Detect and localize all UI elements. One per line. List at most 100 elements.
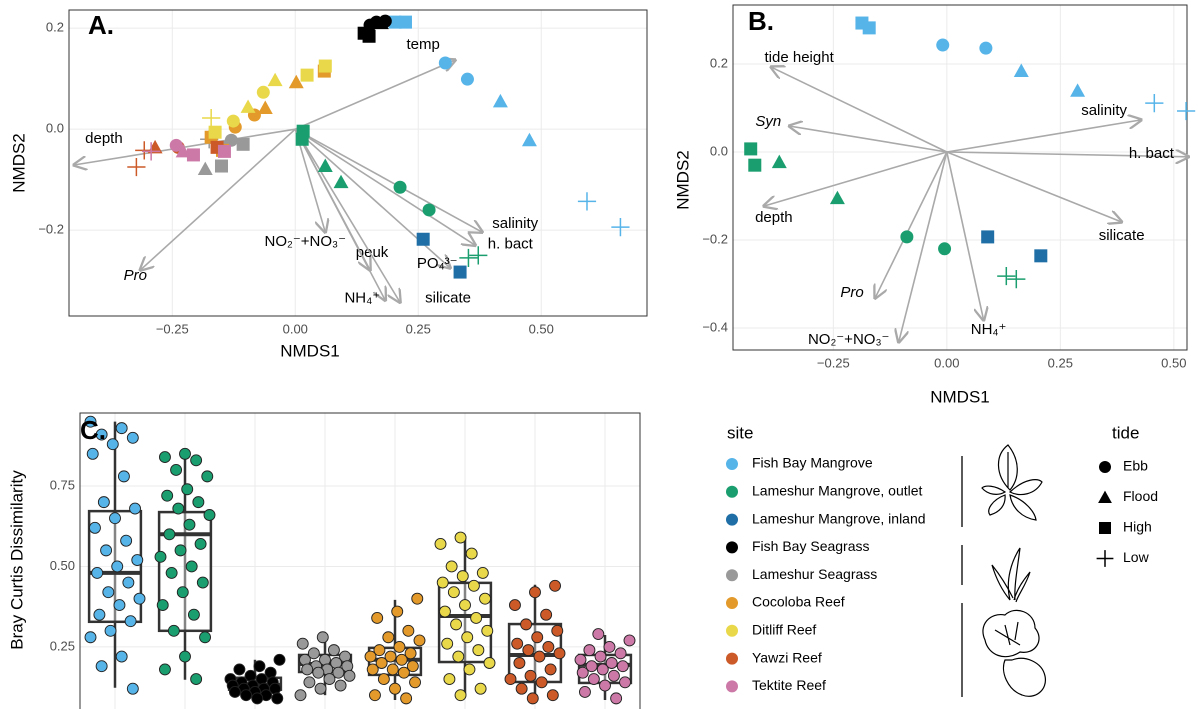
point bbox=[522, 133, 537, 146]
point bbox=[417, 233, 430, 246]
point bbox=[530, 587, 541, 598]
point bbox=[180, 651, 191, 662]
figure: −0.250.000.250.500.20.0−0.2NMDS1NMDS2tem… bbox=[0, 0, 1198, 709]
point bbox=[462, 632, 473, 643]
point bbox=[459, 249, 477, 267]
point bbox=[394, 181, 407, 194]
vector-arrow bbox=[295, 129, 400, 302]
vector-label: silicate bbox=[1099, 227, 1145, 244]
vector-label: silicate bbox=[425, 289, 471, 306]
point bbox=[514, 657, 525, 668]
point bbox=[464, 664, 475, 675]
point bbox=[173, 503, 184, 514]
point bbox=[477, 567, 488, 578]
point bbox=[936, 39, 949, 52]
point bbox=[297, 638, 308, 649]
legend-label: Ditliff Reef bbox=[752, 622, 816, 638]
point bbox=[87, 448, 98, 459]
x-tick-label: 0.00 bbox=[934, 355, 959, 370]
point bbox=[617, 661, 628, 672]
y-tick-label: 0.2 bbox=[46, 20, 64, 35]
legend-title: tide bbox=[1112, 423, 1139, 442]
point bbox=[525, 670, 536, 681]
point bbox=[578, 192, 596, 210]
point bbox=[534, 651, 545, 662]
vector-label: NH₄⁺ bbox=[344, 289, 380, 306]
point bbox=[588, 674, 599, 685]
legend-swatch bbox=[726, 458, 738, 470]
point bbox=[315, 683, 326, 694]
panel-label: B. bbox=[748, 6, 774, 36]
point bbox=[180, 448, 191, 459]
legend-label: High bbox=[1123, 519, 1152, 535]
point bbox=[85, 632, 96, 643]
point bbox=[448, 587, 459, 598]
x-tick-label: −0.25 bbox=[817, 355, 850, 370]
point bbox=[191, 455, 202, 466]
legend-label: Lameshur Mangrove, outlet bbox=[752, 483, 923, 499]
point bbox=[523, 645, 534, 656]
point bbox=[412, 593, 423, 604]
point bbox=[399, 16, 412, 29]
point bbox=[155, 551, 166, 562]
seagrass-icon bbox=[992, 548, 1030, 602]
legend-label: Ebb bbox=[1123, 458, 1148, 474]
point bbox=[127, 158, 145, 176]
legend-label: Low bbox=[1123, 549, 1150, 565]
point bbox=[116, 423, 127, 434]
point bbox=[202, 471, 213, 482]
legend-swatch bbox=[726, 597, 738, 609]
point bbox=[105, 625, 116, 636]
vector-label: temp bbox=[406, 36, 439, 53]
point bbox=[480, 593, 491, 604]
vector-label: salinity bbox=[1081, 102, 1127, 119]
x-axis-title: NMDS1 bbox=[930, 387, 990, 406]
point bbox=[103, 587, 114, 598]
point bbox=[455, 690, 466, 701]
point bbox=[193, 497, 204, 508]
point bbox=[398, 667, 409, 678]
point bbox=[166, 567, 177, 578]
point bbox=[403, 625, 414, 636]
vector-arrow bbox=[875, 152, 947, 298]
point bbox=[482, 625, 493, 636]
point bbox=[159, 664, 170, 675]
point bbox=[401, 693, 412, 704]
legend-swatch bbox=[726, 569, 738, 581]
point bbox=[121, 535, 132, 546]
point bbox=[296, 133, 309, 146]
point bbox=[455, 532, 466, 543]
legend-swatch bbox=[726, 486, 738, 498]
point bbox=[317, 632, 328, 643]
point bbox=[123, 577, 134, 588]
y-tick-label: 0.25 bbox=[50, 638, 75, 653]
legend-label: Cocoloba Reef bbox=[752, 594, 845, 610]
point bbox=[313, 667, 324, 678]
point bbox=[132, 555, 143, 566]
vector-label: tide height bbox=[765, 49, 835, 66]
point bbox=[257, 86, 270, 99]
point bbox=[116, 651, 127, 662]
point bbox=[938, 242, 951, 255]
y-axis-title: Bray Curtis Dissimilarity bbox=[7, 470, 26, 650]
x-tick-label: 0.25 bbox=[1048, 355, 1073, 370]
panel-label: A. bbox=[88, 10, 114, 40]
point bbox=[468, 580, 479, 591]
point bbox=[89, 522, 100, 533]
point bbox=[863, 21, 876, 34]
point bbox=[387, 664, 398, 675]
point bbox=[1014, 64, 1029, 77]
point bbox=[394, 641, 405, 652]
point bbox=[184, 519, 195, 530]
vector-label: PO₄³⁻ bbox=[417, 255, 458, 272]
point bbox=[168, 625, 179, 636]
point bbox=[439, 57, 452, 70]
point bbox=[454, 266, 467, 279]
vector-arrow bbox=[947, 152, 984, 320]
point bbox=[272, 693, 283, 704]
point bbox=[461, 73, 474, 86]
point bbox=[439, 606, 450, 617]
point bbox=[473, 645, 484, 656]
point bbox=[302, 664, 313, 675]
point bbox=[620, 677, 631, 688]
